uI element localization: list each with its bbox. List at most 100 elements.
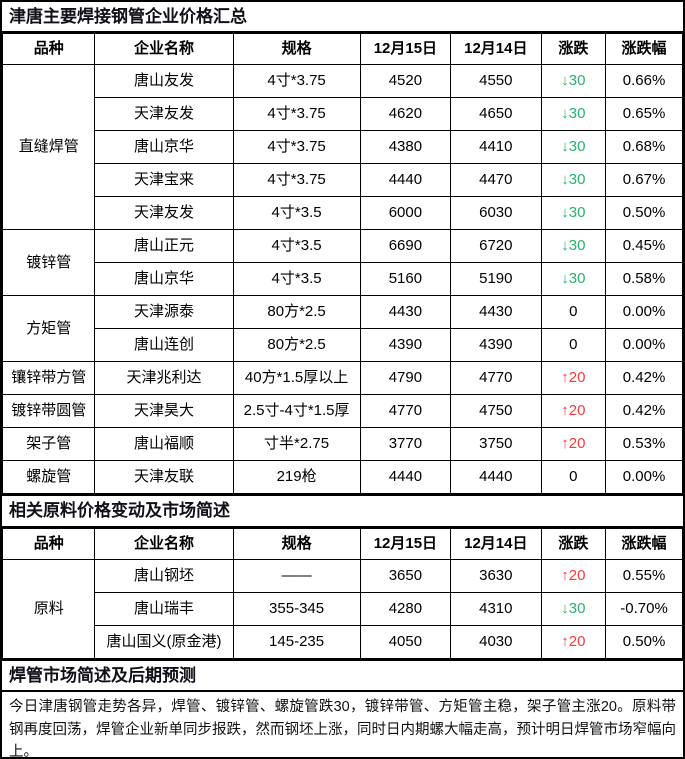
spec-cell: 145-235: [232, 624, 361, 659]
price-dec14-cell: 4750: [450, 394, 542, 429]
company-cell: 唐山正元: [94, 229, 234, 264]
price-dec14-cell: 4440: [450, 460, 542, 495]
change-pct-cell: -0.70%: [605, 591, 683, 626]
change-pct-cell: 0.00%: [605, 328, 683, 363]
price-dec14-cell: 3750: [450, 427, 542, 462]
spec-cell: ——: [232, 558, 361, 593]
price-dec15-cell: 4390: [359, 328, 452, 363]
column-header: 12月15日: [359, 527, 452, 560]
column-header: 涨跌: [540, 527, 607, 560]
change-cell: ↑20: [540, 624, 607, 659]
spec-cell: 4寸*3.5: [232, 196, 361, 231]
price-dec14-cell: 4550: [450, 64, 542, 99]
company-cell: 天津宝来: [94, 163, 234, 198]
price-dec15-cell: 4770: [359, 394, 452, 429]
variety-cell: 直缝焊管: [2, 64, 96, 231]
pipe-price-table-body: 直缝焊管 唐山友发 4寸*3.75 4520 4550 ↓30 0.66% 天津友发 4寸*3.…: [2, 64, 683, 495]
price-dec15-cell: 6690: [359, 229, 452, 264]
price-dec15-cell: 4280: [359, 591, 452, 626]
price-dec14-cell: 4030: [450, 624, 542, 659]
spec-cell: 4寸*3.5: [232, 229, 361, 264]
header-row: 品种 企业名称 规格 12月15日 12月14日 涨跌 涨跌幅: [2, 527, 683, 560]
column-header: 涨跌幅: [605, 527, 683, 560]
company-cell: 天津友发: [94, 97, 234, 132]
column-header: 企业名称: [94, 33, 234, 66]
change-pct-cell: 0.00%: [605, 295, 683, 330]
spec-cell: 4寸*3.75: [232, 163, 361, 198]
change-pct-cell: 0.67%: [605, 163, 683, 198]
change-cell: ↓30: [540, 262, 607, 297]
change-cell: ↑20: [540, 427, 607, 462]
change-cell: ↓30: [540, 163, 607, 198]
table-row: 唐山京华 4寸*3.5 5160 5190 ↓30 0.58%: [3, 262, 683, 297]
variety-cell: 架子管: [2, 427, 96, 462]
change-cell: ↓30: [540, 196, 607, 231]
change-pct-cell: 0.42%: [605, 361, 683, 396]
column-header: 规格: [232, 33, 361, 66]
variety-cell: 镶锌带方管: [2, 361, 96, 396]
price-dec14-cell: 4310: [450, 591, 542, 626]
raw-material-table: 品种 企业名称 规格 12月15日 12月14日 涨跌 涨跌幅 原料 唐山钢坯 —— 3650 36…: [2, 527, 683, 659]
change-cell: ↓30: [540, 97, 607, 132]
change-cell: 0: [540, 460, 607, 495]
price-dec15-cell: 4050: [359, 624, 452, 659]
price-dec14-cell: 5190: [450, 262, 542, 297]
company-cell: 唐山连创: [94, 328, 234, 363]
price-dec15-cell: 4620: [359, 97, 452, 132]
change-pct-cell: 0.42%: [605, 394, 683, 429]
table-row: 镀锌带圆管 天津昊大 2.5寸-4寸*1.5厚 4770 4750 ↑20 0.42%: [2, 394, 683, 429]
column-header: 涨跌幅: [605, 33, 683, 66]
column-header: 12月14日: [450, 33, 542, 66]
change-pct-cell: 0.45%: [605, 229, 683, 264]
change-cell: ↑20: [540, 361, 607, 396]
table-row: 唐山瑞丰 355-345 4280 4310 ↓30 -0.70%: [3, 591, 683, 626]
table-row: 镀锌管 唐山正元 4寸*3.5 6690 6720 ↓30 0.45%: [2, 229, 683, 297]
company-cell: 唐山国义(原金港): [94, 624, 234, 659]
price-dec14-cell: 4390: [450, 328, 542, 363]
company-cell: 天津源泰: [94, 295, 234, 330]
price-dec15-cell: 4440: [359, 460, 452, 495]
company-cell: 天津友联: [94, 460, 234, 495]
company-cell: 唐山友发: [94, 64, 234, 99]
price-dec14-cell: 6030: [450, 196, 542, 231]
spec-cell: 40方*1.5厚以上: [232, 361, 361, 396]
column-header: 涨跌: [540, 33, 607, 66]
variety-cell: 镀锌带圆管: [2, 394, 96, 429]
table-row: 唐山连创 80方*2.5 4390 4390 0 0.00%: [3, 328, 683, 363]
change-cell: ↑20: [540, 558, 607, 593]
change-cell: ↓30: [540, 591, 607, 626]
change-pct-cell: 0.50%: [605, 196, 683, 231]
variety-cell: 方矩管: [2, 295, 96, 363]
change-cell: ↑20: [540, 394, 607, 429]
variety-cell: 原料: [2, 558, 96, 659]
spec-cell: 80方*2.5: [232, 328, 361, 363]
table-row: 唐山国义(原金港) 145-235 4050 4030 ↑20 0.50%: [3, 624, 683, 659]
change-pct-cell: 0.58%: [605, 262, 683, 297]
spec-cell: 219枪: [232, 460, 361, 495]
section-title-raw-materials: 相关原料价格变动及市场简述: [2, 494, 683, 528]
table-row: 唐山京华 4寸*3.75 4380 4410 ↓30 0.68%: [3, 130, 683, 165]
change-cell: 0: [540, 328, 607, 363]
price-dec14-cell: 4430: [450, 295, 542, 330]
price-dec14-cell: 4770: [450, 361, 542, 396]
change-pct-cell: 0.55%: [605, 558, 683, 593]
price-dec15-cell: 6000: [359, 196, 452, 231]
change-pct-cell: 0.65%: [605, 97, 683, 132]
raw-material-table-body: 原料 唐山钢坯 —— 3650 3630 ↑20 0.55% 唐山瑞丰 355-345 4280 4…: [2, 558, 683, 659]
company-cell: 唐山瑞丰: [94, 591, 234, 626]
table-row: 原料 唐山钢坯 —— 3650 3630 ↑20 0.55%: [2, 558, 683, 659]
price-dec14-cell: 4470: [450, 163, 542, 198]
change-cell: ↓30: [540, 130, 607, 165]
price-dec14-cell: 3630: [450, 558, 542, 593]
column-header: 12月15日: [359, 33, 452, 66]
company-cell: 唐山京华: [94, 130, 234, 165]
section-title-pipe-prices: 津唐主要焊接钢管企业价格汇总: [2, 2, 683, 34]
variety-cell: 螺旋管: [2, 460, 96, 495]
price-dec15-cell: 4790: [359, 361, 452, 396]
price-dec15-cell: 4440: [359, 163, 452, 198]
change-pct-cell: 0.50%: [605, 624, 683, 659]
spec-cell: 2.5寸-4寸*1.5厚: [232, 394, 361, 429]
column-header: 品种: [2, 33, 96, 66]
company-cell: 天津友发: [94, 196, 234, 231]
